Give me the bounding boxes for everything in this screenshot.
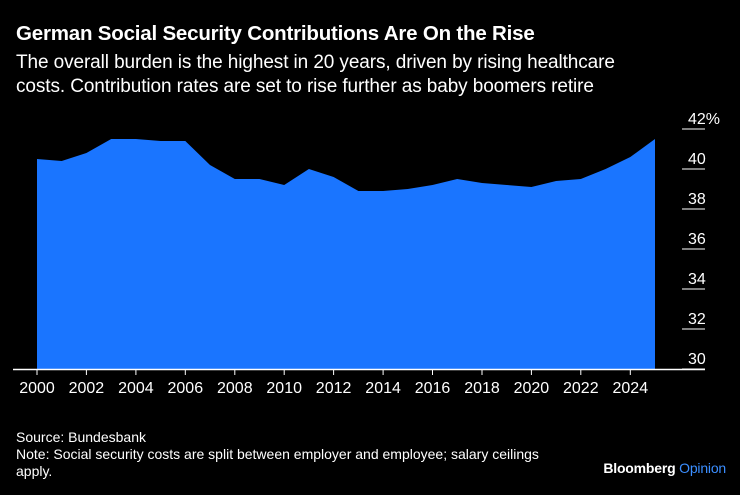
x-tick-label-2024: 2024 — [613, 380, 649, 397]
subtitle-line-1: The overall burden is the highest in 20 … — [16, 52, 615, 73]
x-tick-label-2022: 2022 — [563, 380, 599, 397]
x-tick-label-2006: 2006 — [168, 380, 204, 397]
x-tick-label-2002: 2002 — [69, 380, 105, 397]
subtitle-line-2: costs. Contribution rates are set to ris… — [16, 76, 594, 97]
y-axis: 30 32 34 36 38 40 42% — [682, 111, 720, 370]
source-note: Source: Bundesbank — [16, 429, 146, 445]
y-tick-label-38: 38 — [688, 191, 706, 208]
brand-name: Bloomberg — [603, 460, 676, 476]
y-tick-label-32: 32 — [688, 311, 706, 328]
brand-sub: Opinion — [679, 460, 726, 476]
x-tick-label-2018: 2018 — [464, 380, 500, 397]
y-tick-label-42: 42% — [688, 111, 720, 128]
x-axis: 2000 2002 2004 2006 2008 2010 2012 2014 2016 2018… — [19, 369, 648, 397]
x-tick-label-2020: 2020 — [514, 380, 550, 397]
x-tick-label-2014: 2014 — [365, 380, 401, 397]
y-tick-label-36: 36 — [688, 231, 706, 248]
area-series — [37, 139, 655, 369]
x-tick-label-2000: 2000 — [19, 380, 55, 397]
x-tick-label-2008: 2008 — [217, 380, 253, 397]
chart-subtitle: The overall burden is the highest in 20 … — [16, 51, 726, 99]
y-tick-label-30: 30 — [688, 351, 706, 368]
x-tick-label-2012: 2012 — [316, 380, 352, 397]
x-tick-label-2004: 2004 — [118, 380, 154, 397]
y-tick-label-40: 40 — [688, 151, 706, 168]
y-tick-label-34: 34 — [688, 271, 706, 288]
footnote: Note: Social security costs are split be… — [16, 446, 539, 479]
x-tick-label-2016: 2016 — [415, 380, 451, 397]
bloomberg-opinion-logo: Bloomberg Opinion — [603, 460, 726, 476]
chart-title: German Social Security Contributions Are… — [16, 22, 535, 45]
x-tick-label-2010: 2010 — [266, 380, 302, 397]
